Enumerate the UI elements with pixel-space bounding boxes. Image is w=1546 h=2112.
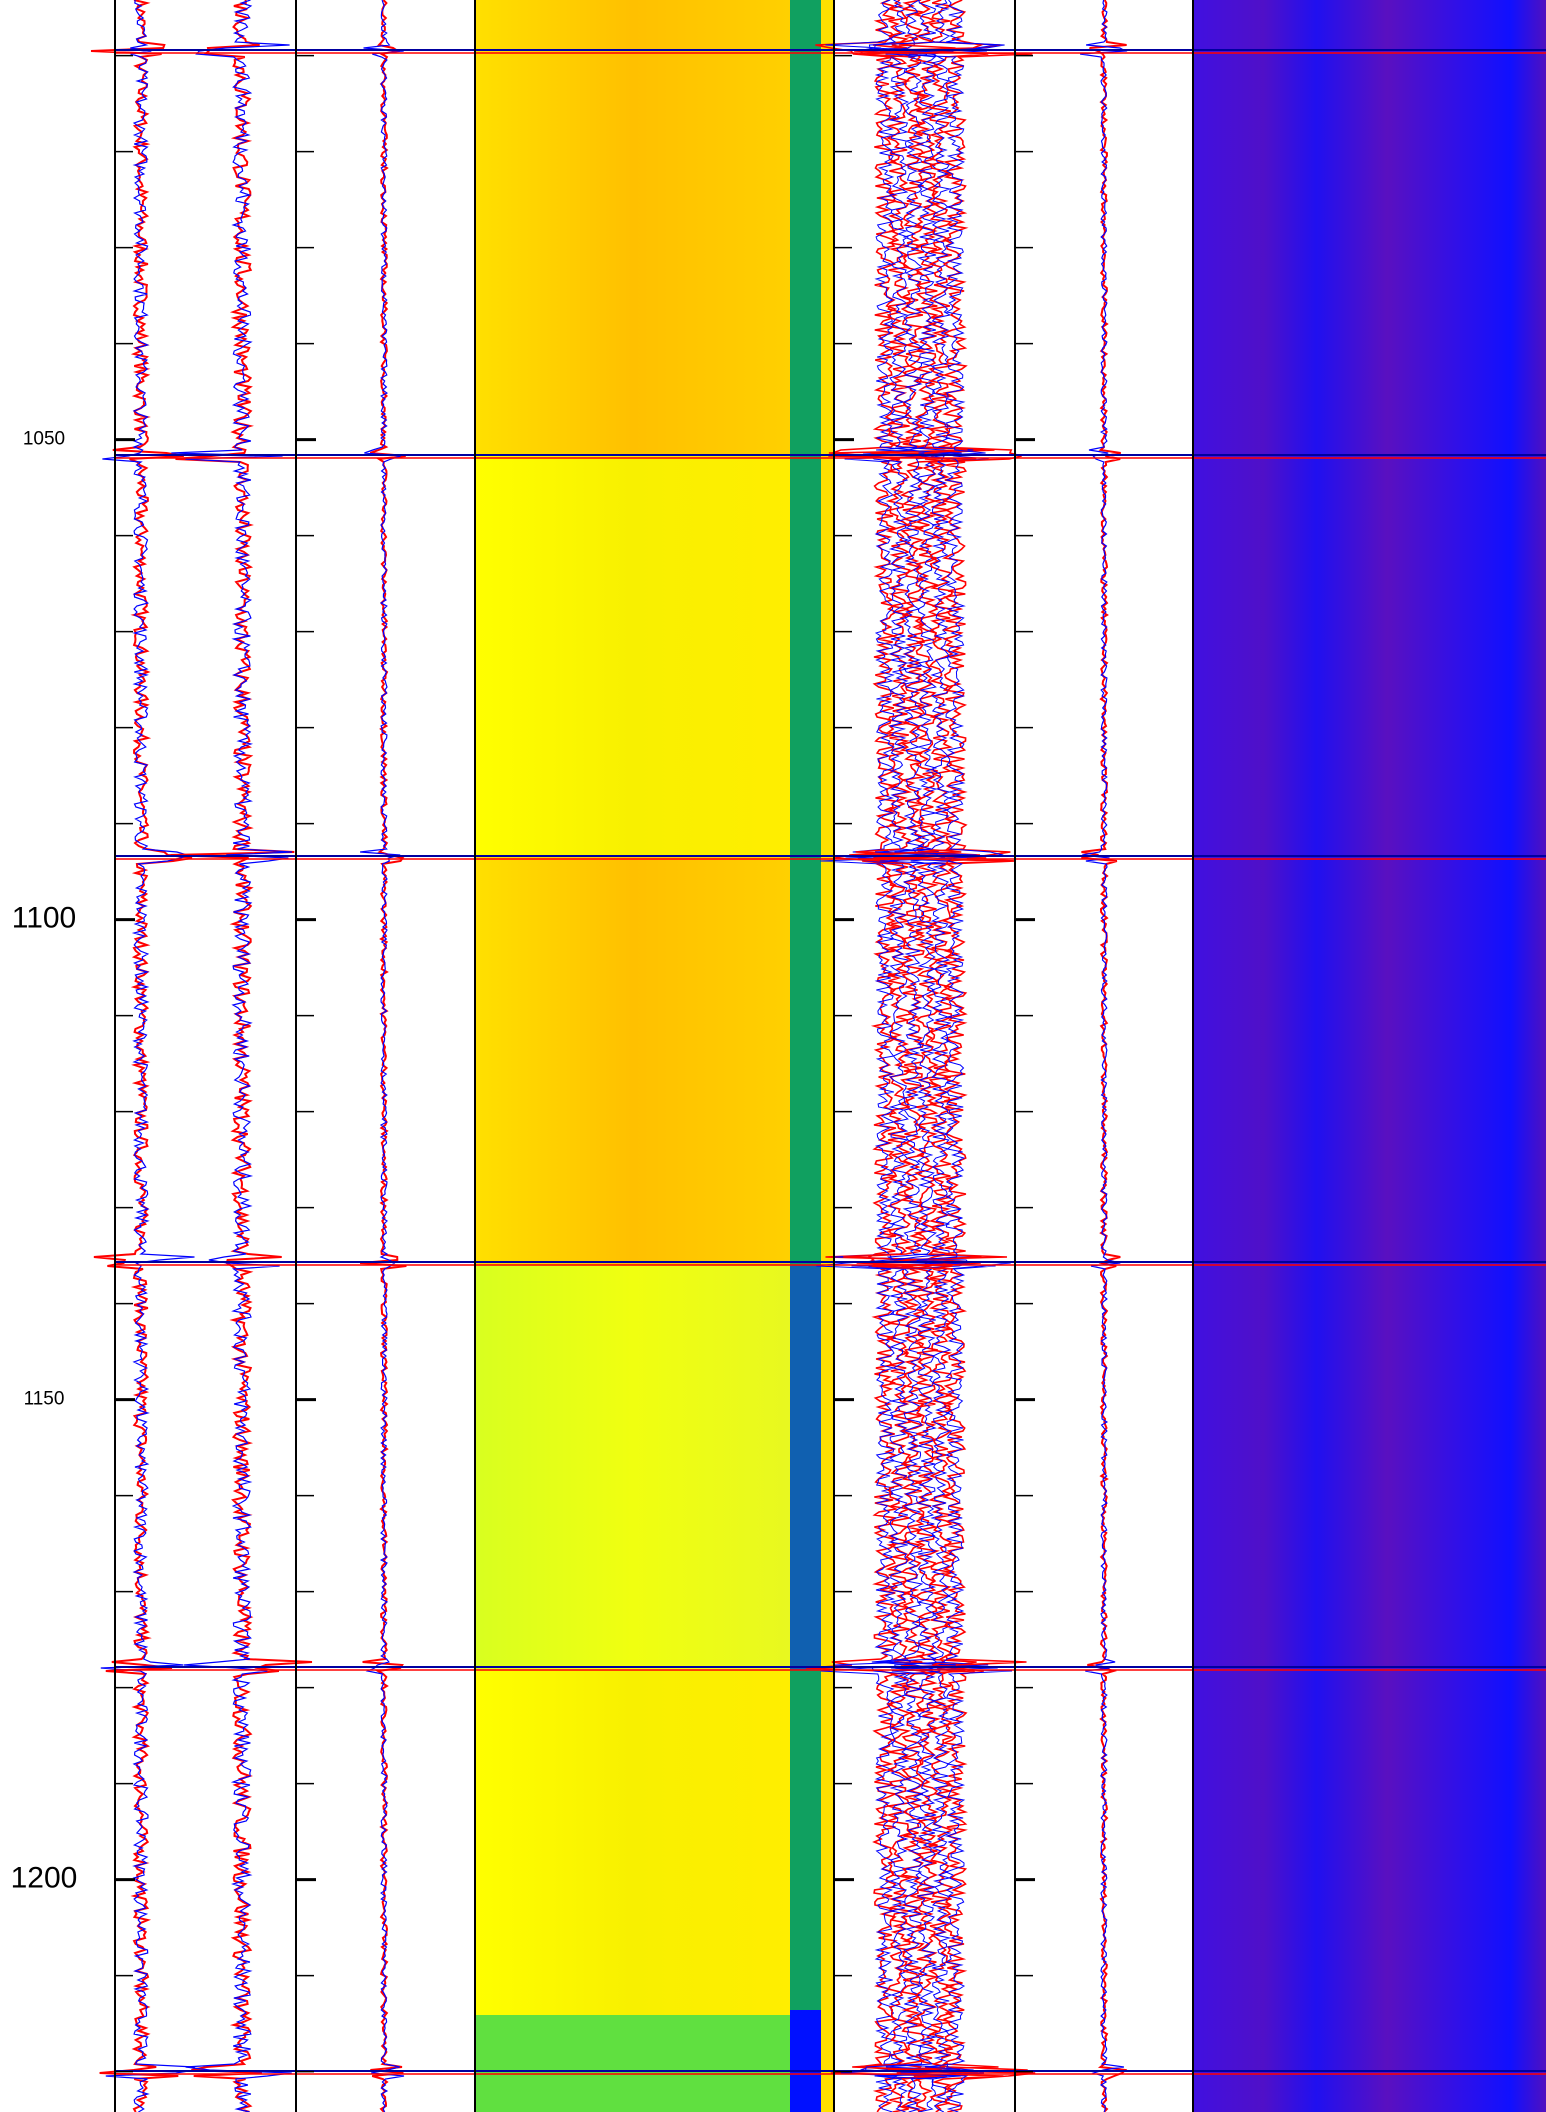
log-trace: [825, 0, 986, 2112]
y-tick-label: 1200: [11, 1862, 78, 1895]
track-borders: [114, 0, 1194, 2112]
log-trace: [868, 0, 1011, 2112]
y-tick-label: 1150: [24, 1389, 65, 1410]
purple-track: [1193, 0, 1546, 2112]
log-trace: [1081, 0, 1128, 2112]
image-track: [475, 2015, 790, 2112]
image-strip: [790, 0, 821, 2112]
image-track: [475, 1265, 790, 1670]
y-tick-label: 1050: [23, 429, 65, 450]
y-tick-label: 1100: [12, 902, 77, 935]
log-trace: [868, 0, 998, 2112]
depth-ticks: 1050 1100 1150 1200: [11, 54, 1035, 2073]
log-trace: [828, 0, 995, 2112]
track-backgrounds: [475, 0, 1546, 2112]
image-strip: [790, 1265, 821, 1670]
image-track: [475, 860, 790, 1260]
log-trace: [857, 0, 981, 2112]
image-track: [475, 455, 790, 855]
log-trace: [854, 0, 1011, 2112]
image-strip: [790, 2010, 821, 2112]
log-trace: [1080, 0, 1128, 2112]
image-strip: [821, 0, 834, 2112]
log-trace: [100, 0, 196, 2112]
curves: [90, 0, 1546, 2112]
log-trace: [360, 0, 407, 2112]
log-trace: [833, 0, 970, 2112]
log-trace: [871, 0, 1036, 2112]
log-trace: [90, 0, 193, 2112]
log-trace: [805, 0, 948, 2112]
image-track: [475, 1670, 790, 2015]
log-trace: [171, 0, 293, 2112]
log-trace: [360, 0, 405, 2112]
log-trace: [885, 0, 1013, 2112]
